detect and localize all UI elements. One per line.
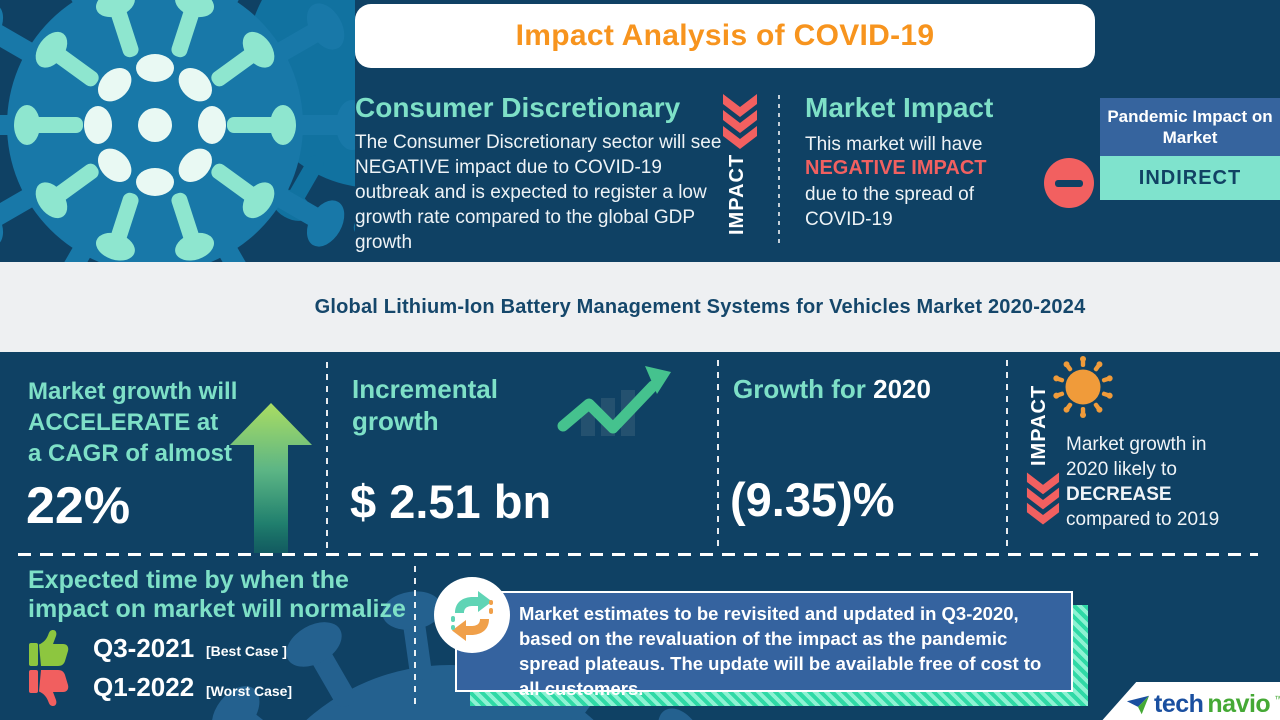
pandemic-impact-value: INDIRECT bbox=[1138, 166, 1242, 189]
normalize-title-line1: Expected time by when the bbox=[28, 566, 349, 594]
market-impact-highlight: NEGATIVE IMPACT bbox=[805, 157, 987, 179]
pandemic-impact-box: Pandemic Impact on Market bbox=[1100, 98, 1280, 156]
growth-up-arrow-icon bbox=[230, 403, 312, 553]
stats-divider-1 bbox=[326, 362, 328, 548]
impact2020-vertical-label: IMPACT bbox=[1028, 384, 1050, 466]
pandemic-impact-value-box: INDIRECT bbox=[1100, 156, 1280, 200]
logo-text-tech: tech bbox=[1154, 690, 1204, 718]
market-impact-line2: due to the spread of bbox=[805, 184, 975, 205]
cagr-value: 22% bbox=[26, 477, 131, 535]
market-impact-line3: COVID-19 bbox=[805, 209, 893, 230]
pandemic-impact-box-title: Pandemic Impact on Market bbox=[1107, 107, 1273, 147]
cagr-line2: ACCELERATE at bbox=[28, 409, 219, 436]
cagr-line3: a CAGR of almost bbox=[28, 440, 233, 467]
normalize-title-line2: impact on market will normalize bbox=[28, 595, 406, 623]
note-box: Market estimates to be revisited and upd… bbox=[455, 591, 1073, 699]
note-text: Market estimates to be revisited and upd… bbox=[519, 603, 1042, 699]
refresh-icon bbox=[451, 591, 493, 641]
negative-sign-icon bbox=[1044, 158, 1094, 208]
impact-vertical-label: IMPACT bbox=[726, 153, 748, 235]
trend-chart-icon bbox=[557, 366, 671, 436]
incremental-line2: growth bbox=[352, 406, 439, 436]
thumbs-up-icon bbox=[29, 630, 69, 666]
market-impact-line1: This market will have bbox=[805, 134, 983, 155]
bottom-section-divider bbox=[414, 566, 416, 708]
technavio-logo: tech navio ™ bbox=[1126, 690, 1280, 719]
market-title: Global Lithium-Ion Battery Management Sy… bbox=[314, 295, 1086, 318]
stats-divider-2 bbox=[717, 360, 719, 550]
consumer-section-body: The Consumer Discretionary sector will s… bbox=[355, 132, 722, 253]
stats-divider-3 bbox=[1006, 360, 1008, 550]
growth2020-label: Growth for 2020 bbox=[733, 374, 931, 405]
growth2020-value: (9.35)% bbox=[730, 473, 895, 526]
thumbs-down-icon bbox=[29, 670, 69, 706]
consumer-section-title: Consumer Discretionary bbox=[355, 92, 681, 123]
header-banner: Impact Analysis of COVID-19 bbox=[355, 4, 1095, 68]
growth2020-label-white: 2020 bbox=[873, 374, 931, 404]
coronavirus-illustration-icon bbox=[0, 0, 355, 338]
impact2020-down-chevrons-icon bbox=[1026, 472, 1060, 525]
incremental-value: $ 2.51 bn bbox=[350, 475, 552, 528]
impact2020-line2: 2020 likely to bbox=[1066, 459, 1177, 480]
impact2020-highlight: DECREASE bbox=[1066, 484, 1172, 505]
incremental-line1: Incremental bbox=[352, 374, 498, 404]
refresh-badge bbox=[434, 577, 510, 653]
best-case-value: Q3-2021 bbox=[93, 633, 195, 663]
impact2020-line1: Market growth in bbox=[1066, 434, 1207, 455]
worst-case-label: [Worst Case] bbox=[206, 683, 293, 699]
impact2020-line3: compared to 2019 bbox=[1066, 509, 1220, 530]
logo-trademark: ™ bbox=[1274, 693, 1280, 704]
technavio-arrow-icon bbox=[1126, 695, 1150, 714]
virus-small-icon bbox=[1052, 356, 1114, 418]
horizontal-separator bbox=[18, 553, 1258, 556]
market-impact-title: Market Impact bbox=[805, 92, 994, 123]
top-section-divider bbox=[778, 95, 780, 243]
page-title: Impact Analysis of COVID-19 bbox=[515, 19, 935, 52]
best-case-label: [Best Case ] bbox=[206, 643, 287, 659]
worst-case-value: Q1-2022 bbox=[93, 672, 195, 702]
impact-down-chevrons-icon bbox=[723, 94, 757, 149]
market-title-band: Global Lithium-Ion Battery Management Sy… bbox=[0, 262, 1280, 352]
growth2020-label-teal: Growth for bbox=[733, 374, 866, 404]
logo-text-navio: navio bbox=[1207, 690, 1271, 718]
cagr-line1: Market growth will bbox=[28, 378, 238, 405]
